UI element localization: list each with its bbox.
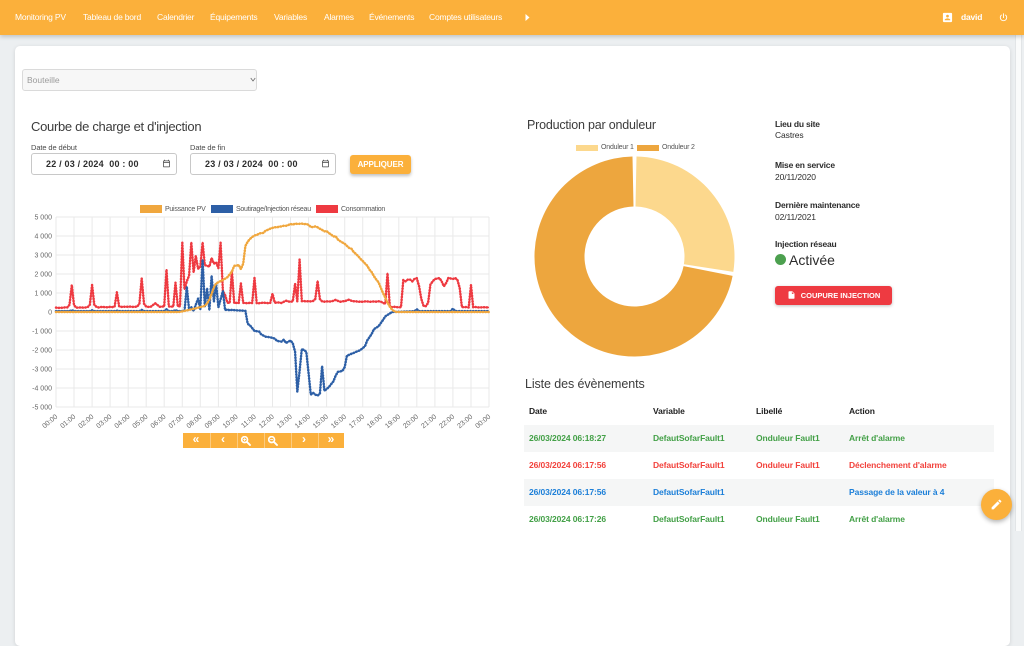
svg-text:23:00: 23:00 xyxy=(456,413,474,430)
svg-text:00:00: 00:00 xyxy=(474,413,492,430)
svg-text:08:00: 08:00 xyxy=(186,413,204,430)
svg-text:5 000: 5 000 xyxy=(34,215,52,222)
svg-text:16:00: 16:00 xyxy=(330,413,348,430)
svg-text:00:00: 00:00 xyxy=(41,413,59,430)
svg-text:04:00: 04:00 xyxy=(114,413,132,430)
svg-text:12:00: 12:00 xyxy=(258,413,276,430)
svg-text:07:00: 07:00 xyxy=(168,413,186,430)
svg-text:17:00: 17:00 xyxy=(348,413,366,430)
svg-text:09:00: 09:00 xyxy=(204,413,222,430)
svg-text:4 000: 4 000 xyxy=(34,234,52,241)
svg-text:15:00: 15:00 xyxy=(312,413,330,430)
svg-text:13:00: 13:00 xyxy=(276,413,294,430)
svg-text:2 000: 2 000 xyxy=(34,272,52,279)
svg-text:06:00: 06:00 xyxy=(150,413,168,430)
svg-text:22:00: 22:00 xyxy=(438,413,456,430)
svg-text:14:00: 14:00 xyxy=(294,413,312,430)
svg-text:3 000: 3 000 xyxy=(34,253,52,260)
svg-text:05:00: 05:00 xyxy=(132,413,150,430)
svg-text:03:00: 03:00 xyxy=(95,413,113,430)
svg-text:-2 000: -2 000 xyxy=(32,348,52,355)
svg-text:11:00: 11:00 xyxy=(240,413,258,429)
svg-text:0: 0 xyxy=(48,310,52,317)
svg-text:01:00: 01:00 xyxy=(59,413,77,430)
svg-text:-3 000: -3 000 xyxy=(32,367,52,374)
svg-text:20:00: 20:00 xyxy=(402,413,420,430)
svg-text:21:00: 21:00 xyxy=(420,413,438,430)
svg-text:19:00: 19:00 xyxy=(384,413,402,430)
svg-text:-5 000: -5 000 xyxy=(32,405,52,412)
svg-text:-1 000: -1 000 xyxy=(32,329,52,336)
svg-text:02:00: 02:00 xyxy=(77,413,95,430)
svg-text:-4 000: -4 000 xyxy=(32,386,52,393)
svg-text:1 000: 1 000 xyxy=(34,291,52,298)
svg-text:10:00: 10:00 xyxy=(222,413,240,430)
svg-text:18:00: 18:00 xyxy=(366,413,384,430)
